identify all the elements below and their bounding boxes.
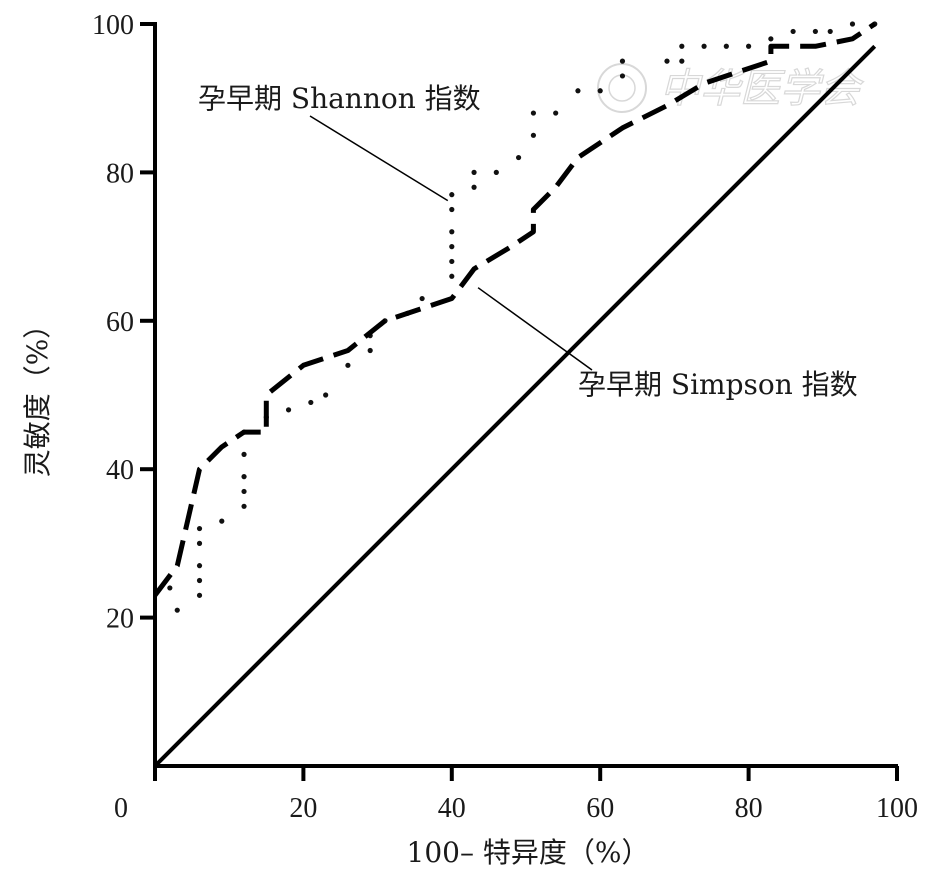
shannon-point-34 <box>530 110 537 116</box>
shannon-point-5 <box>196 540 203 547</box>
shannon-point-42 <box>679 43 685 49</box>
shannon-point-2 <box>196 592 203 598</box>
y-axis-title: 灵敏度（%） <box>21 311 54 478</box>
series-2 <box>153 44 877 768</box>
shannon-point-45 <box>746 43 752 49</box>
shannon-point-18 <box>367 347 373 354</box>
shannon-point-31 <box>493 169 499 175</box>
shannon-point-25 <box>449 244 455 250</box>
shannon-point-22 <box>419 295 425 302</box>
shannon-point-39 <box>619 58 626 64</box>
shannon-point-37 <box>597 88 603 94</box>
y-tick-label-60: 60 <box>106 307 134 338</box>
y-tick-label-100: 100 <box>92 10 134 41</box>
shannon-point-15 <box>308 399 314 406</box>
shannon-point-1 <box>174 607 180 613</box>
watermark-seal-inner-icon <box>608 74 636 102</box>
shannon-point-27 <box>449 206 455 213</box>
x-tick-label-0: 0 <box>114 793 128 824</box>
x-tick-label-20: 20 <box>289 793 317 824</box>
shannon-point-24 <box>449 258 455 265</box>
shannon-point-38 <box>619 73 626 79</box>
series-layer <box>153 21 878 768</box>
shannon-point-47 <box>790 28 796 35</box>
shannon-point-48 <box>812 28 818 35</box>
x-tick-label-40: 40 <box>438 793 466 824</box>
shannon-point-14 <box>285 407 292 413</box>
shannon-point-46 <box>768 36 774 42</box>
annotation-leader-simpson <box>477 287 593 371</box>
annotation-shannon-label: 孕早期 Shannon 指数 <box>198 82 481 115</box>
y-tick-label-40: 40 <box>106 455 134 486</box>
shannon-point-44 <box>723 43 729 49</box>
shannon-point-3 <box>196 577 203 584</box>
shannon-point-17 <box>345 362 351 368</box>
shannon-point-41 <box>679 58 685 64</box>
x-tick-label-100: 100 <box>876 793 918 824</box>
shannon-point-49 <box>827 28 833 35</box>
axes <box>153 22 898 768</box>
shannon-point-4 <box>196 563 203 569</box>
shannon-point-0 <box>167 585 173 591</box>
shannon-point-43 <box>701 43 707 49</box>
shannon-point-30 <box>471 169 477 175</box>
shannon-point-26 <box>449 229 455 235</box>
series-1 <box>153 21 877 597</box>
shannon-point-36 <box>575 88 581 94</box>
shannon-point-35 <box>553 110 559 116</box>
shannon-point-32 <box>515 154 522 161</box>
shannon-point-10 <box>241 474 247 480</box>
x-tick-label-60: 60 <box>586 793 614 824</box>
annotation-leader-shannon <box>309 115 449 202</box>
shannon-point-6 <box>196 525 203 532</box>
ticks <box>140 22 899 781</box>
watermark-seal-icon <box>597 63 647 113</box>
annotation-simpson-label: 孕早期 Simpson 指数 <box>578 368 858 401</box>
shannon-point-11 <box>241 451 247 457</box>
simpson-curve-line <box>153 21 877 597</box>
reference-diagonal-line <box>153 44 877 768</box>
shannon-point-8 <box>241 503 247 509</box>
x-axis-title: 100– 特异度（%） <box>407 836 650 869</box>
watermark: 中华医学会 <box>597 63 865 113</box>
y-tick-label-20: 20 <box>106 604 134 635</box>
shannon-point-50 <box>849 21 856 27</box>
y-tick-label-80: 80 <box>106 158 134 189</box>
shannon-point-40 <box>664 58 670 64</box>
shannon-point-16 <box>323 392 329 398</box>
shannon-point-33 <box>530 132 537 138</box>
annotations: 孕早期 Shannon 指数 孕早期 Simpson 指数 <box>198 82 858 401</box>
shannon-point-9 <box>241 488 247 495</box>
tick-labels: 0 20 40 60 80 100 20 40 60 80 100 <box>92 10 918 824</box>
shannon-point-28 <box>449 192 455 198</box>
shannon-point-23 <box>449 273 455 279</box>
shannon-point-7 <box>219 518 225 524</box>
shannon-point-29 <box>471 184 477 190</box>
x-tick-label-80: 80 <box>735 793 763 824</box>
